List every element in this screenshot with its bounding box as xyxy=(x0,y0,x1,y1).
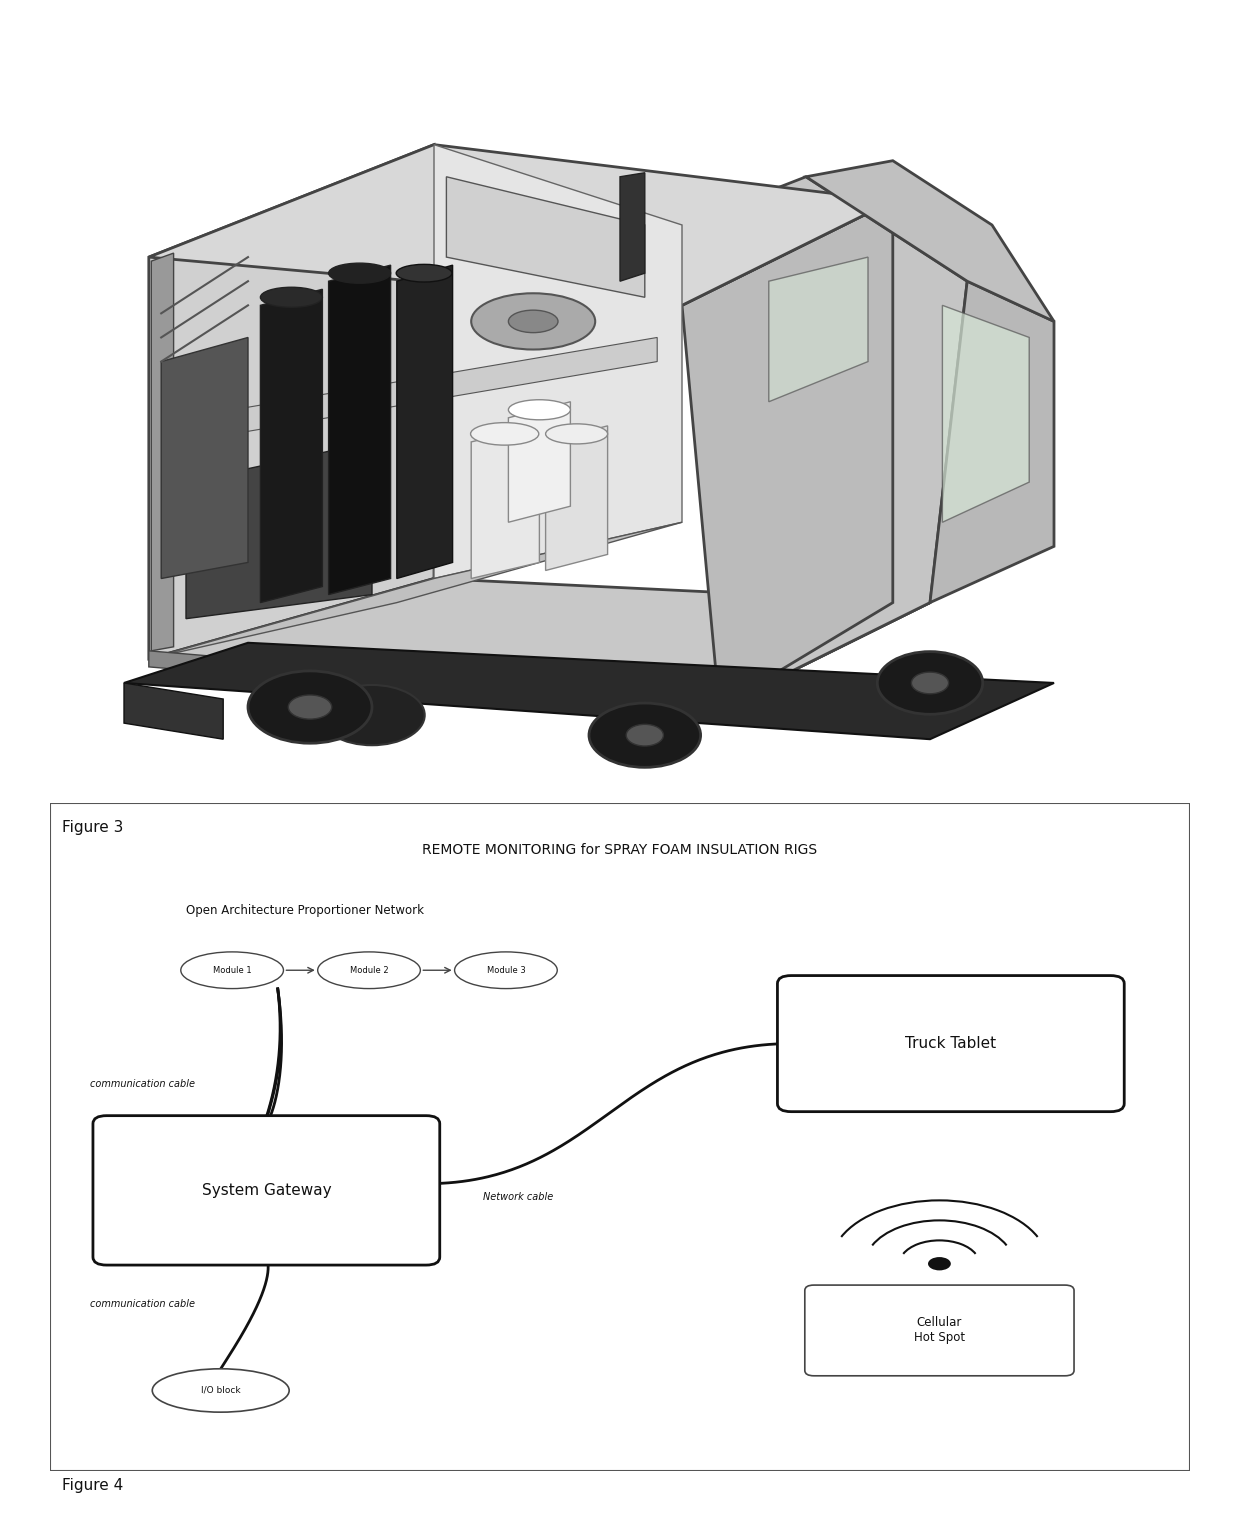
Polygon shape xyxy=(149,144,434,659)
Polygon shape xyxy=(329,265,391,594)
Polygon shape xyxy=(124,682,223,740)
Ellipse shape xyxy=(508,400,570,420)
Polygon shape xyxy=(124,643,1054,740)
Ellipse shape xyxy=(248,672,372,743)
Polygon shape xyxy=(620,173,645,280)
Polygon shape xyxy=(471,426,539,579)
Polygon shape xyxy=(930,280,1054,603)
Polygon shape xyxy=(151,253,174,650)
Polygon shape xyxy=(434,144,682,579)
Ellipse shape xyxy=(329,264,391,283)
Text: Cellular
Hot Spot: Cellular Hot Spot xyxy=(914,1316,965,1345)
Ellipse shape xyxy=(911,672,949,694)
Ellipse shape xyxy=(471,293,595,350)
Ellipse shape xyxy=(320,685,424,746)
Text: communication cable: communication cable xyxy=(89,1299,195,1308)
Ellipse shape xyxy=(471,423,539,446)
Polygon shape xyxy=(806,161,1054,321)
Text: I/O block: I/O block xyxy=(201,1386,241,1395)
Text: Figure 3: Figure 3 xyxy=(62,820,123,834)
Text: Module 3: Module 3 xyxy=(486,966,526,975)
Text: Figure 4: Figure 4 xyxy=(62,1478,123,1493)
Polygon shape xyxy=(942,305,1029,522)
Ellipse shape xyxy=(626,725,663,746)
Polygon shape xyxy=(769,258,868,402)
Polygon shape xyxy=(682,177,967,706)
Ellipse shape xyxy=(288,694,332,719)
Text: communication cable: communication cable xyxy=(89,1079,195,1088)
Polygon shape xyxy=(149,144,893,305)
Ellipse shape xyxy=(508,311,558,332)
Polygon shape xyxy=(161,338,248,579)
Ellipse shape xyxy=(181,952,284,988)
Polygon shape xyxy=(446,177,645,297)
Text: Module 2: Module 2 xyxy=(350,966,388,975)
Text: System Gateway: System Gateway xyxy=(202,1182,331,1198)
Text: REMOTE MONITORING for SPRAY FOAM INSULATION RIGS: REMOTE MONITORING for SPRAY FOAM INSULAT… xyxy=(423,843,817,857)
Polygon shape xyxy=(508,402,570,522)
FancyBboxPatch shape xyxy=(93,1116,440,1264)
Polygon shape xyxy=(546,426,608,570)
Text: Network cable: Network cable xyxy=(484,1192,553,1202)
Polygon shape xyxy=(186,443,372,619)
Polygon shape xyxy=(682,200,930,706)
Ellipse shape xyxy=(546,424,608,444)
Polygon shape xyxy=(397,265,453,579)
Circle shape xyxy=(928,1257,951,1270)
Ellipse shape xyxy=(317,952,420,988)
Ellipse shape xyxy=(589,703,701,767)
FancyBboxPatch shape xyxy=(777,976,1125,1111)
Ellipse shape xyxy=(153,1369,289,1413)
FancyBboxPatch shape xyxy=(805,1286,1074,1377)
Polygon shape xyxy=(149,522,682,659)
Polygon shape xyxy=(149,579,930,706)
Polygon shape xyxy=(260,290,322,603)
Text: Module 1: Module 1 xyxy=(213,966,252,975)
Polygon shape xyxy=(186,338,657,443)
Text: Open Architecture Proportioner Network: Open Architecture Proportioner Network xyxy=(186,904,424,917)
Ellipse shape xyxy=(260,287,322,308)
Ellipse shape xyxy=(878,652,982,714)
Polygon shape xyxy=(149,650,719,716)
Ellipse shape xyxy=(455,952,557,988)
Text: Truck Tablet: Truck Tablet xyxy=(905,1035,997,1051)
Ellipse shape xyxy=(397,264,451,282)
